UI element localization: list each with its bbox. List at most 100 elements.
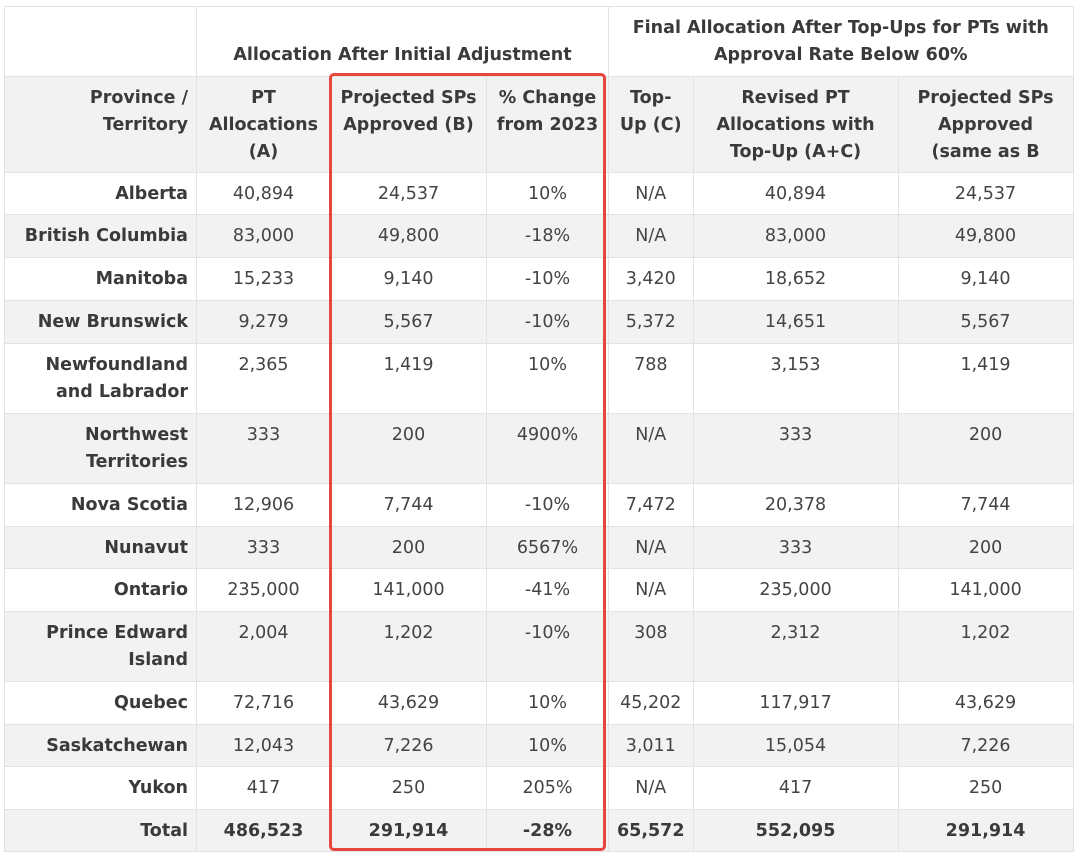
table-row: Yukon 417 250 205% N/A 417 250 <box>4 766 1074 810</box>
cell-value: 308 <box>608 611 694 682</box>
cell-value: N/A <box>608 413 694 484</box>
col-header-projected-sps: Projected SPs Approved (B) <box>330 76 487 173</box>
cell-value: -10% <box>486 611 609 682</box>
cell-province: Saskatchewan <box>4 724 197 767</box>
cell-value: 12,043 <box>196 724 331 767</box>
cell-province: Ontario <box>4 568 197 612</box>
cell-value: N/A <box>608 568 694 612</box>
cell-value: 6567% <box>486 526 609 569</box>
cell-value: 83,000 <box>692 214 899 258</box>
cell-value: 43,629 <box>897 681 1074 725</box>
col-header-pt-allocations: PT Allocations (A) <box>196 76 331 173</box>
cell-value: 333 <box>196 413 331 484</box>
cell-value: -10% <box>486 257 609 301</box>
cell-value: 43,629 <box>330 681 487 725</box>
cell-value: 7,744 <box>330 483 487 527</box>
table-row: Nova Scotia 12,906 7,744 -10% 7,472 20,3… <box>4 483 1074 527</box>
col-header-projected-sps-same: Projected SPs Approved (same as B <box>897 76 1074 173</box>
cell-value: 200 <box>897 526 1074 569</box>
table-row: Manitoba 15,233 9,140 -10% 3,420 18,652 … <box>4 257 1074 301</box>
cell-value: 1,419 <box>330 343 487 414</box>
cell-value: 7,226 <box>330 724 487 767</box>
cell-value: 2,312 <box>692 611 899 682</box>
cell-value: 333 <box>692 526 899 569</box>
cell-value: 250 <box>330 766 487 810</box>
cell-value: 1,202 <box>897 611 1074 682</box>
cell-value: -10% <box>486 483 609 527</box>
cell-value: 7,226 <box>897 724 1074 767</box>
cell-total-value: 291,914 <box>897 809 1074 852</box>
cell-value: 24,537 <box>330 172 487 215</box>
group-header-initial-adjustment: Allocation After Initial Adjustment <box>196 6 609 77</box>
cell-value: 40,894 <box>692 172 899 215</box>
cell-value: 205% <box>486 766 609 810</box>
cell-value: 9,279 <box>196 300 331 344</box>
cell-value: 9,140 <box>330 257 487 301</box>
cell-value: 333 <box>692 413 899 484</box>
cell-province: Nunavut <box>4 526 197 569</box>
group-header-final-allocation: Final Allocation After Top-Ups for PTs w… <box>608 6 1074 77</box>
cell-value: 141,000 <box>897 568 1074 612</box>
cell-value: 40,894 <box>196 172 331 215</box>
cell-value: N/A <box>608 214 694 258</box>
col-header-revised-allocations: Revised PT Allocations with Top-Up (A+C) <box>692 76 899 173</box>
table-row: New Brunswick 9,279 5,567 -10% 5,372 14,… <box>4 300 1074 344</box>
cell-province: Nova Scotia <box>4 483 197 527</box>
cell-value: N/A <box>608 172 694 215</box>
cell-value: 3,420 <box>608 257 694 301</box>
cell-value: 200 <box>330 526 487 569</box>
cell-value: 72,716 <box>196 681 331 725</box>
cell-value: 3,011 <box>608 724 694 767</box>
cell-value: 3,153 <box>692 343 899 414</box>
cell-value: 7,744 <box>897 483 1074 527</box>
cell-value: 117,917 <box>692 681 899 725</box>
cell-value: 49,800 <box>897 214 1074 258</box>
table-row: Ontario 235,000 141,000 -41% N/A 235,000… <box>4 568 1074 612</box>
cell-value: -41% <box>486 568 609 612</box>
cell-value: 5,567 <box>330 300 487 344</box>
cell-value: 24,537 <box>897 172 1074 215</box>
cell-province: New Brunswick <box>4 300 197 344</box>
cell-value: 141,000 <box>330 568 487 612</box>
table-row: Quebec 72,716 43,629 10% 45,202 117,917 … <box>4 681 1074 725</box>
total-row: Total 486,523 291,914 -28% 65,572 552,09… <box>4 809 1074 852</box>
table-row: Nunavut 333 200 6567% N/A 333 200 <box>4 526 1074 569</box>
cell-value: 18,652 <box>692 257 899 301</box>
cell-value: 1,419 <box>897 343 1074 414</box>
cell-total-value: 291,914 <box>330 809 487 852</box>
cell-value: 200 <box>897 413 1074 484</box>
cell-value: -18% <box>486 214 609 258</box>
col-header-province: Province / Territory <box>4 76 197 173</box>
cell-value: 2,365 <box>196 343 331 414</box>
cell-province: Alberta <box>4 172 197 215</box>
cell-value: 10% <box>486 681 609 725</box>
cell-value: 10% <box>486 724 609 767</box>
cell-value: 250 <box>897 766 1074 810</box>
cell-value: -10% <box>486 300 609 344</box>
cell-value: 1,202 <box>330 611 487 682</box>
cell-value: 2,004 <box>196 611 331 682</box>
allocation-table: Allocation After Initial Adjustment Fina… <box>4 6 1074 852</box>
cell-value: 235,000 <box>196 568 331 612</box>
cell-province: Yukon <box>4 766 197 810</box>
cell-value: 15,054 <box>692 724 899 767</box>
table-row: Prince Edward Island 2,004 1,202 -10% 30… <box>4 611 1074 682</box>
cell-total-label: Total <box>4 809 197 852</box>
cell-province: Manitoba <box>4 257 197 301</box>
cell-value: 9,140 <box>897 257 1074 301</box>
cell-province: Prince Edward Island <box>4 611 197 682</box>
cell-province: British Columbia <box>4 214 197 258</box>
empty-header-cell <box>4 6 197 77</box>
cell-value: 5,372 <box>608 300 694 344</box>
cell-value: 200 <box>330 413 487 484</box>
cell-value: 417 <box>196 766 331 810</box>
cell-value: N/A <box>608 526 694 569</box>
cell-value: 10% <box>486 172 609 215</box>
cell-value: 15,233 <box>196 257 331 301</box>
cell-value: N/A <box>608 766 694 810</box>
cell-value: 788 <box>608 343 694 414</box>
cell-province: Northwest Territories <box>4 413 197 484</box>
cell-value: 417 <box>692 766 899 810</box>
cell-province: Newfoundland and Labrador <box>4 343 197 414</box>
table-row: British Columbia 83,000 49,800 -18% N/A … <box>4 214 1074 258</box>
